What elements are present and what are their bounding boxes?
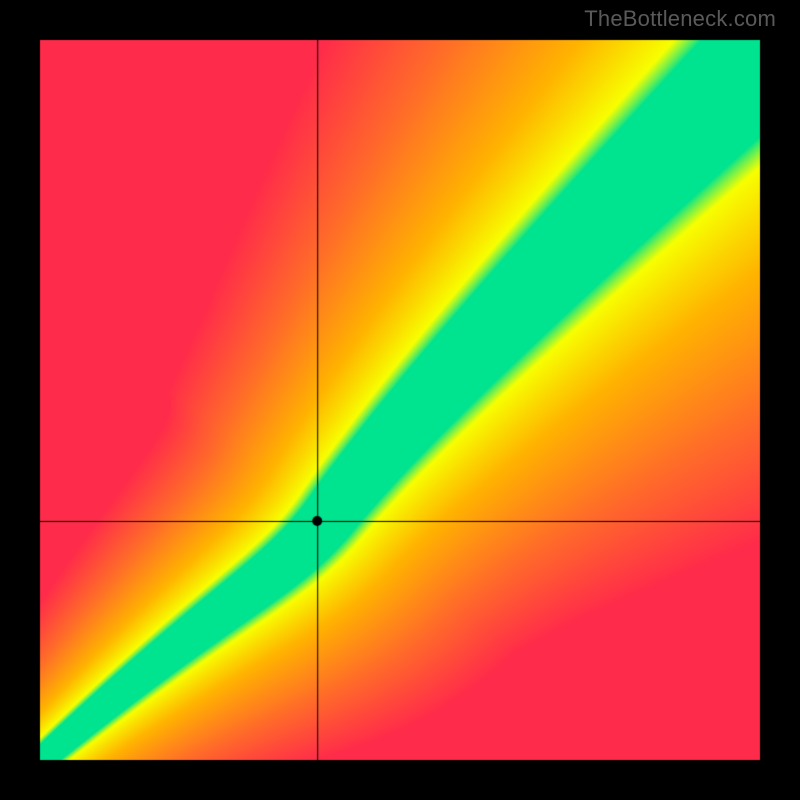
watermark-text: TheBottleneck.com [584,6,776,32]
chart-container: TheBottleneck.com [0,0,800,800]
bottleneck-heatmap [0,0,800,800]
